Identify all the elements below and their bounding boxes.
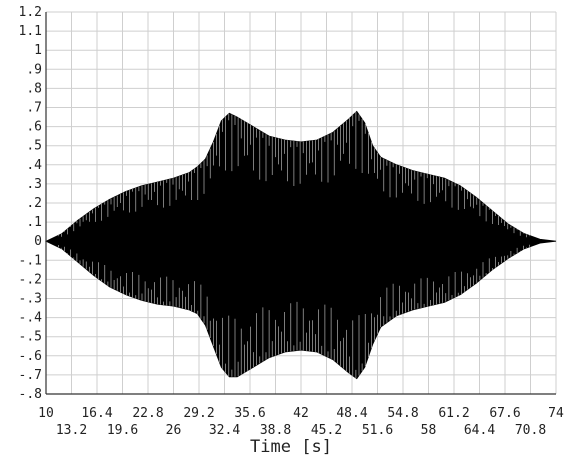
y-tick-label: .4 (26, 158, 42, 173)
x-tick-label: 22.8 (132, 406, 163, 421)
signal-streaks (57, 112, 530, 379)
y-tick-label: .6 (26, 120, 42, 135)
y-tick-labels: 1.2 1.1 1 .9 .8 .7 .6 .5 .4 .3 .2 .1 0 -.1 -.2 -.3 -.4 -.… (19, 5, 43, 402)
signal-envelope (45, 110, 557, 380)
y-tick-label: 1.1 (19, 24, 42, 39)
x-tick-label: 35.6 (234, 406, 265, 421)
y-tick-label: .1 (26, 215, 42, 230)
y-tick-label: .5 (26, 139, 42, 154)
x-tick-label: 29.2 (183, 406, 214, 421)
x-tick-label: 54.8 (387, 406, 418, 421)
axes (45, 12, 556, 395)
x-tick-label: 51.6 (362, 423, 393, 438)
x-tick-label: 10 (38, 406, 54, 421)
y-tick-label: -.4 (19, 311, 43, 326)
x-tick-label: 67.6 (489, 406, 520, 421)
y-tick-label: -.1 (19, 253, 42, 268)
x-tick-label: 70.8 (515, 423, 546, 438)
x-tick-label: 74 (548, 406, 564, 421)
y-tick-label: .7 (26, 101, 42, 116)
y-tick-label: 0 (34, 234, 42, 249)
x-tick-label: 26 (166, 423, 182, 438)
y-tick-label: -.7 (19, 368, 42, 383)
x-tick-labels: 10 16.4 22.8 29.2 35.6 42 48.4 54.8 61.2 67.6 74 13… (38, 406, 564, 438)
y-tick-label: -.2 (19, 272, 42, 287)
y-tick-label: 1.2 (19, 5, 42, 20)
x-tick-label: 38.8 (260, 423, 291, 438)
y-tick-label: -.3 (19, 292, 42, 307)
signal-series (45, 110, 557, 380)
y-tick-label: 1 (34, 43, 42, 58)
y-tick-label: .3 (26, 177, 42, 192)
y-tick-label: .2 (26, 196, 42, 211)
x-tick-label: 13.2 (56, 423, 87, 438)
y-tick-label: -.8 (19, 387, 42, 402)
x-tick-label: 48.4 (336, 406, 367, 421)
x-axis-title: Time [s] (250, 437, 332, 456)
x-tick-label: 42 (293, 406, 309, 421)
y-tick-label: -.6 (19, 349, 42, 364)
x-tick-label: 61.2 (438, 406, 469, 421)
y-tick-label: .8 (26, 81, 42, 96)
x-tick-label: 45.2 (311, 423, 342, 438)
x-tick-label: 16.4 (81, 406, 112, 421)
x-tick-label: 32.4 (209, 423, 240, 438)
x-tick-label: 19.6 (107, 423, 138, 438)
y-tick-label: .9 (26, 62, 42, 77)
y-tick-label: -.5 (19, 330, 42, 345)
x-tick-label: 64.4 (464, 423, 495, 438)
x-tick-label: 58 (421, 423, 437, 438)
